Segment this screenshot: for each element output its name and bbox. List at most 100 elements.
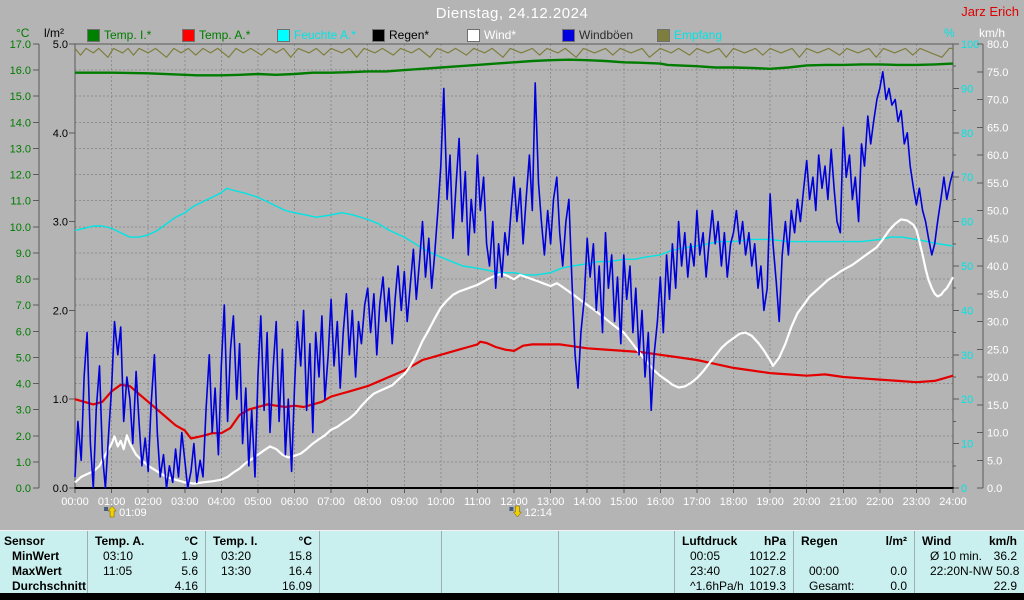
table-header-row: Temp. A. °C xyxy=(88,533,205,548)
cell-label: 00:05 xyxy=(690,548,721,563)
axis-tick-label: 15.0 xyxy=(987,400,1008,412)
table-row xyxy=(320,578,441,593)
cell-label: Sensor xyxy=(4,533,45,548)
x-tick-label: 24:00 xyxy=(939,496,967,508)
axis-tick-label: 50.0 xyxy=(987,206,1008,218)
x-tick-label: 17:00 xyxy=(683,496,711,508)
cell-label: Wind xyxy=(922,533,952,548)
x-tick-label: 06:00 xyxy=(281,496,309,508)
axis-tick-label: 8.0 xyxy=(16,274,31,286)
x-tick-label: 13:00 xyxy=(537,496,565,508)
table-row: 23:40 1027.8 xyxy=(675,563,793,578)
axis-tick-label: 70.0 xyxy=(987,95,1008,107)
legend-label: Windböen xyxy=(579,28,634,42)
cell-value: 0.0 xyxy=(890,578,907,593)
table-row: 22:20 N-NW 50.8 xyxy=(915,563,1024,578)
legend-swatch-icon xyxy=(657,28,670,42)
legend-label: Temp. I.* xyxy=(104,28,152,42)
axis-tick-label: 4.0 xyxy=(16,379,31,391)
cell-label: MinWert xyxy=(12,548,60,563)
axis-tick-label: 7.0 xyxy=(16,300,31,312)
x-tick-label: 01:00 xyxy=(98,496,126,508)
cell-value: 1012.2 xyxy=(749,548,786,563)
x-tick-label: 03:00 xyxy=(171,496,199,508)
table-row: 03:10 1.9 xyxy=(88,548,205,563)
time-marker-01:09: 01:09 xyxy=(104,505,147,519)
axis-tick-label: 1.0 xyxy=(16,457,31,469)
axis-tick-label: 0.0 xyxy=(16,483,31,495)
chart-legend: Temp. I.* Temp. A.* Feuchte A.* Regen* Wind*… xyxy=(87,28,753,42)
axis-tick-label: 65.0 xyxy=(987,122,1008,134)
x-tick-label: 23:00 xyxy=(903,496,931,508)
axis-tick-label: 50 xyxy=(961,261,973,273)
axis-tick-label: 11.0 xyxy=(10,196,31,208)
axis-tick-label: 15.0 xyxy=(10,91,31,103)
table-row xyxy=(794,548,914,563)
legend-item-4: Wind* xyxy=(467,28,563,42)
grid xyxy=(75,44,953,488)
x-tick-label: 18:00 xyxy=(720,496,748,508)
axis-tick-label: 40.0 xyxy=(987,261,1008,273)
table-row: ^1.6hPa/h 1019.3 xyxy=(675,578,793,593)
table-row: Ø 10 min. 36.2 xyxy=(915,548,1024,563)
axis-tick-label: 30.0 xyxy=(987,317,1008,329)
cell-label: Gesamt: xyxy=(809,578,855,593)
cell-label: 22:20 xyxy=(930,563,961,578)
cell-label: Luftdruck xyxy=(682,533,738,548)
table-column-8: Wind km/h Ø 10 min. 36.2 22:20 N-NW 50.8 22.9 xyxy=(915,531,1024,593)
axis-tick-label: 10.0 xyxy=(987,428,1008,440)
x-tick-label: 16:00 xyxy=(647,496,675,508)
cell-value: 1027.8 xyxy=(749,563,786,578)
cell-label: Temp. I. xyxy=(213,533,258,548)
axis-tick-label: 5.0 xyxy=(53,39,68,51)
cell-label: 00:00 xyxy=(809,563,840,578)
cell-value: km/h xyxy=(988,533,1017,548)
x-tick-label: 04:00 xyxy=(208,496,236,508)
axis-tick-label: 6.0 xyxy=(16,326,31,338)
cell-value: 0.0 xyxy=(890,563,907,578)
x-tick-label: 10:00 xyxy=(427,496,455,508)
sensor-stats-table: Sensor MinWert MaxWert Durchschnitt Temp. A.… xyxy=(0,530,1024,593)
station-name: Jarz Erich xyxy=(961,4,1019,19)
cell-value: °C xyxy=(184,533,198,548)
cell-label: 13:30 xyxy=(221,563,252,578)
table-column-7: Regen l/m² 00:00 0.0 Gesamt: 0.0 xyxy=(794,531,915,593)
legend-item-2: Feuchte A.* xyxy=(277,28,373,42)
x-tick-label: 19:00 xyxy=(756,496,784,508)
table-row xyxy=(442,548,558,563)
table-row xyxy=(442,578,558,593)
axis-tick-label: 30 xyxy=(961,350,973,362)
axis-tick-label: 80 xyxy=(961,128,973,140)
legend-swatch-icon xyxy=(562,28,575,42)
axis-tick-label: 2.0 xyxy=(53,305,68,317)
axis-unit-kmh: km/h xyxy=(979,26,1006,40)
table-header-row xyxy=(442,533,558,548)
bottom-bar xyxy=(0,593,1024,600)
legend-label: Empfang xyxy=(674,28,723,42)
cell-label: 03:20 xyxy=(221,548,252,563)
cell-label: Regen xyxy=(801,533,838,548)
table-row: MaxWert xyxy=(0,563,87,578)
table-row: Durchschnitt xyxy=(0,578,87,593)
legend-label: Temp. A.* xyxy=(199,28,251,42)
x-tick-label: 22:00 xyxy=(866,496,894,508)
cell-label: MaxWert xyxy=(12,563,62,578)
table-row: 13:30 16.4 xyxy=(206,563,319,578)
cell-value: 15.8 xyxy=(288,548,312,563)
axis-tick-label: 75.0 xyxy=(987,67,1008,79)
table-header-row xyxy=(559,533,674,548)
table-row: Gesamt: 0.0 xyxy=(794,578,914,593)
table-header-row: Regen l/m² xyxy=(794,533,914,548)
axis-tick-label: 10.0 xyxy=(10,222,31,234)
table-column-4 xyxy=(442,531,559,593)
axis-tick-label: 1.0 xyxy=(53,394,68,406)
axis-tick-label: 16.0 xyxy=(10,65,31,77)
axis-tick-label: 40 xyxy=(961,305,973,317)
axis-tick-label: 55.0 xyxy=(987,178,1008,190)
legend-swatch-icon xyxy=(182,28,195,42)
cell-value: 16.09 xyxy=(281,578,312,593)
table-header-row: Luftdruck hPa xyxy=(675,533,793,548)
cell-value: 1019.3 xyxy=(749,578,786,593)
x-tick-label: 11:00 xyxy=(464,496,491,508)
x-tick-label: 21:00 xyxy=(829,496,857,508)
